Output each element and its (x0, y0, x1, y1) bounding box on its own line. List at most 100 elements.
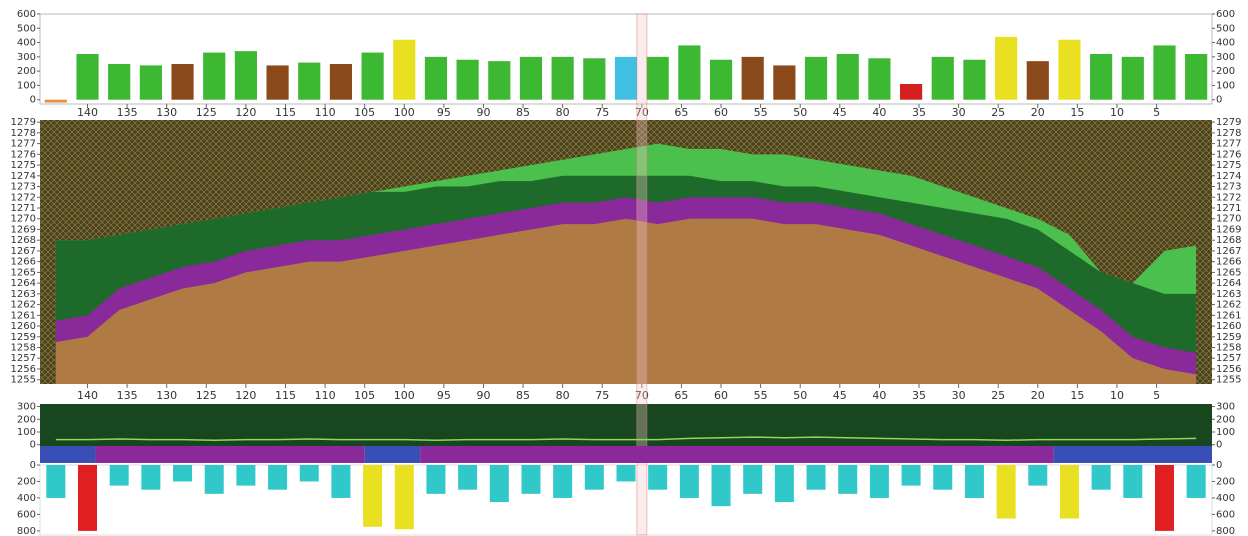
depth-bar (584, 465, 604, 490)
y-tick-label-right: 1271 (1216, 203, 1241, 214)
depth-bar (901, 465, 921, 486)
bar (709, 59, 733, 100)
bar (1090, 54, 1113, 100)
x-tick-label: 30 (952, 389, 966, 402)
y-tick-label-right: 100 (1216, 80, 1235, 91)
y-tick-label-right: 1265 (1216, 267, 1241, 278)
y-tick-label-right: 200 (1216, 66, 1235, 77)
y-tick-label-right: 1263 (1216, 289, 1241, 300)
layer-band (95, 446, 365, 463)
x-tick-label: 50 (793, 106, 807, 119)
depth-bar (711, 465, 731, 507)
x-tick-label: 10 (1110, 389, 1124, 402)
y-tick-label: 1268 (11, 235, 36, 246)
bar (1121, 56, 1144, 100)
y-tick-label-right: 1260 (1216, 321, 1241, 332)
bar (804, 56, 828, 100)
y-tick-label: 1256 (11, 364, 36, 375)
x-tick-label: 10 (1110, 106, 1124, 119)
x-tick-label: 85 (516, 106, 530, 119)
y-tick-label: 1264 (11, 278, 36, 289)
bar (583, 58, 606, 100)
y-tick-label: 1271 (11, 203, 36, 214)
bar (741, 56, 764, 100)
bar (266, 65, 289, 100)
depth-bar (1123, 465, 1143, 498)
depth-bar (394, 465, 414, 530)
y-tick-label-right: 1274 (1216, 171, 1241, 182)
bar (678, 45, 701, 100)
depth-bar (204, 465, 224, 494)
y2-tick-label: 600 (17, 509, 36, 520)
y-tick-label-right: 1268 (1216, 235, 1241, 246)
depth-bar (838, 465, 858, 494)
y-tick-label: 300 (17, 52, 36, 63)
y-tick-label-right: 1279 (1216, 117, 1241, 128)
depth-bar (1059, 465, 1079, 519)
bar (361, 52, 384, 100)
bar (456, 59, 479, 100)
depth-bar (426, 465, 446, 494)
y-tick-label: 300 (17, 402, 36, 413)
x-tick-label: 20 (1031, 389, 1045, 402)
y-tick-label-right: 300 (1216, 52, 1235, 63)
y-tick-label: 400 (17, 38, 36, 49)
y-tick-label: 1263 (11, 289, 36, 300)
y-tick-label-right: 1269 (1216, 224, 1241, 235)
bar (868, 58, 891, 100)
y-tick-label: 1262 (11, 300, 36, 311)
depth-bar (964, 465, 984, 498)
x-tick-label: 55 (754, 389, 768, 402)
y2-tick-label-right: 0 (1216, 460, 1222, 471)
y-tick-label: 1272 (11, 192, 36, 203)
y2-tick-label-right: 600 (1216, 509, 1235, 520)
x-tick-label: 125 (196, 389, 217, 402)
y-tick-label: 1269 (11, 224, 36, 235)
x-tick-label: 115 (275, 389, 296, 402)
x-tick-label: 90 (476, 389, 490, 402)
y-tick-label: 1266 (11, 257, 36, 268)
depth-bar (1186, 465, 1206, 498)
x-tick-label: 70 (635, 106, 649, 119)
x-tick-label: 75 (595, 106, 609, 119)
y-tick-label-right: 0 (1216, 440, 1222, 451)
depth-bar (553, 465, 573, 498)
y-tick-label: 0 (30, 95, 36, 106)
depth-bar (869, 465, 889, 498)
x-tick-label: 35 (912, 389, 926, 402)
depth-bar (648, 465, 668, 490)
y-tick-label-right: 1277 (1216, 139, 1241, 150)
x-tick-label: 25 (991, 389, 1005, 402)
depth-bar (774, 465, 794, 503)
depth-bar (679, 465, 699, 498)
y-tick-label: 100 (17, 427, 36, 438)
y-tick-label: 1267 (11, 246, 36, 257)
bar (1026, 61, 1049, 100)
x-tick-label: 95 (437, 106, 451, 119)
bar (171, 64, 194, 100)
y-tick-label: 1260 (11, 321, 36, 332)
depth-bar (141, 465, 161, 490)
depth-bar (363, 465, 383, 527)
y-tick-label: 500 (17, 23, 36, 34)
x-tick-label: 55 (754, 106, 768, 119)
y-tick-label: 1257 (11, 353, 36, 364)
depth-bar (806, 465, 826, 490)
depth-bar (299, 465, 319, 482)
y-tick-label: 600 (17, 9, 36, 20)
x-tick-label: 60 (714, 106, 728, 119)
y-tick-label-right: 1267 (1216, 246, 1241, 257)
depth-bar (46, 465, 66, 498)
bar (139, 65, 162, 100)
bar (44, 99, 67, 103)
x-tick-label: 50 (793, 389, 807, 402)
y-tick-label: 1279 (11, 117, 36, 128)
y-tick-label-right: 1275 (1216, 160, 1241, 171)
x-tick-label: 100 (394, 106, 415, 119)
x-tick-label: 60 (714, 389, 728, 402)
x-tick-label: 75 (595, 389, 609, 402)
y2-tick-label: 400 (17, 493, 36, 504)
y-tick-label: 1255 (11, 375, 36, 386)
x-tick-label: 35 (912, 106, 926, 119)
